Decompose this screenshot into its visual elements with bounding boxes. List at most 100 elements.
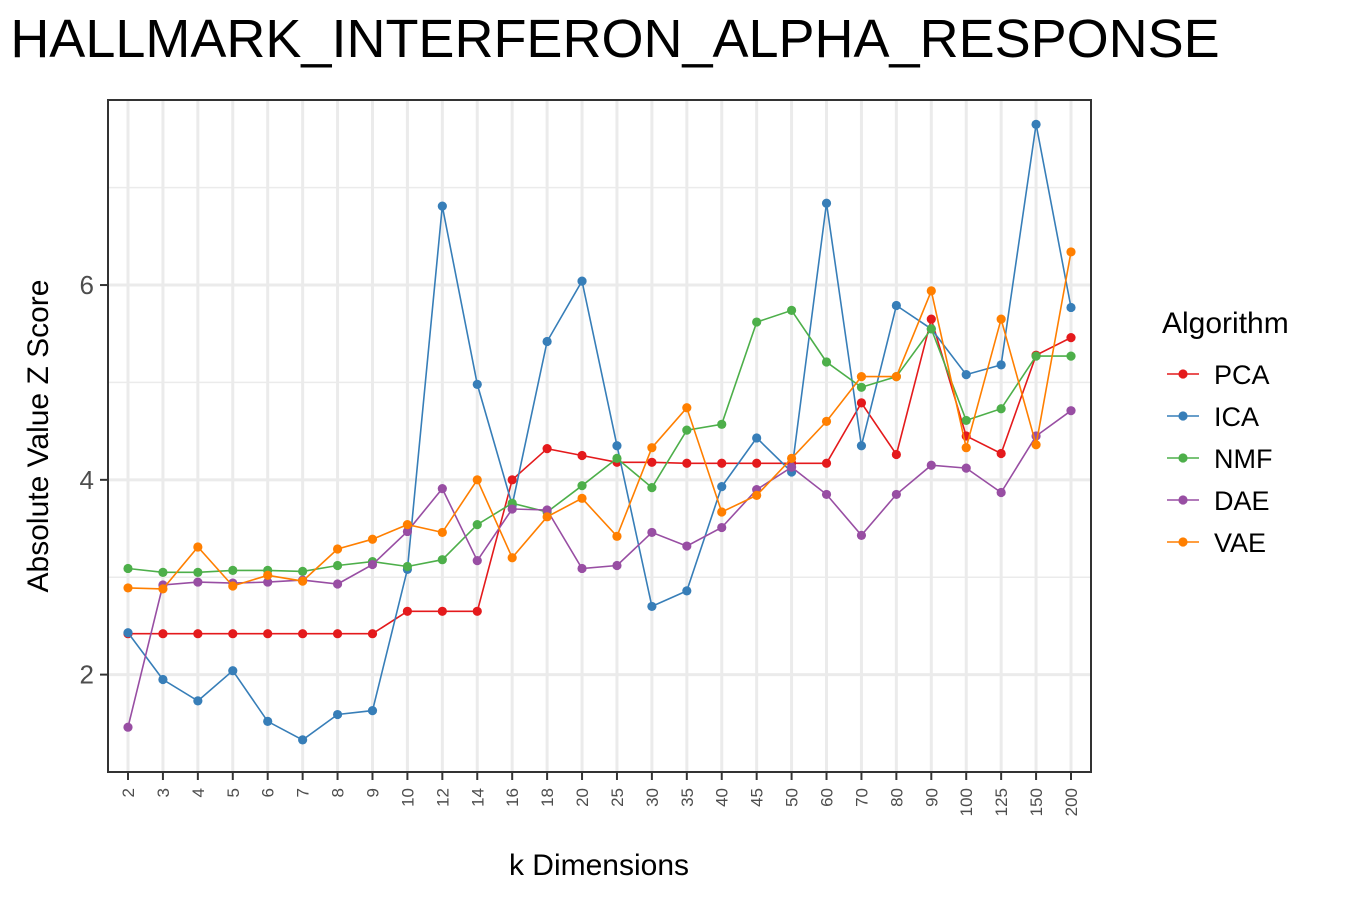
data-point-ica: [472, 379, 482, 389]
data-point-dae: [612, 560, 622, 571]
x-tick-label: 2: [119, 788, 138, 797]
data-point-ica: [612, 441, 622, 451]
x-tick-label: 10: [398, 788, 417, 807]
legend-label: DAE: [1214, 486, 1270, 516]
data-point-vae: [193, 542, 203, 552]
x-axis-title: k Dimensions: [509, 849, 689, 882]
legend-title: Algorithm: [1162, 307, 1289, 340]
data-point-nmf: [786, 305, 797, 315]
data-point-dae: [402, 526, 413, 537]
data-point-vae: [996, 314, 1006, 324]
data-point-ica: [437, 201, 447, 211]
x-tick-label: 70: [852, 788, 871, 807]
data-point-ica: [821, 198, 832, 208]
legend-label: NMF: [1214, 444, 1272, 474]
data-point-dae: [577, 563, 587, 574]
data-point-nmf: [332, 560, 343, 571]
x-tick-label: 9: [363, 788, 382, 797]
data-point-nmf: [926, 324, 936, 334]
grid-layer: [108, 100, 1091, 773]
legend-label: ICA: [1214, 402, 1259, 432]
series-vae: [123, 247, 1076, 594]
data-point-pca: [437, 606, 447, 616]
data-point-pca: [367, 629, 378, 639]
data-point-vae: [891, 371, 901, 382]
data-point-dae: [717, 522, 727, 533]
x-tick-label: 30: [643, 788, 662, 807]
data-point-ica: [577, 276, 587, 286]
data-point-vae: [332, 544, 343, 554]
x-tick-label: 16: [503, 788, 522, 807]
legend-key-point: [1178, 495, 1188, 505]
data-point-pca: [228, 629, 238, 639]
data-point-pca: [1066, 333, 1076, 343]
data-point-pca: [856, 398, 867, 408]
data-point-pca: [507, 475, 517, 485]
data-point-nmf: [752, 317, 762, 327]
data-point-dae: [682, 541, 692, 551]
data-point-pca: [717, 458, 727, 468]
data-point-vae: [402, 520, 413, 530]
data-point-pca: [263, 629, 273, 639]
series-line-nmf: [127, 309, 1071, 574]
data-point-dae: [507, 504, 517, 514]
data-point-dae: [193, 577, 203, 587]
data-point-nmf: [682, 425, 692, 435]
x-tick-label: 25: [608, 788, 627, 807]
data-point-ica: [856, 441, 867, 451]
data-point-ica: [228, 666, 238, 676]
data-point-ica: [298, 735, 308, 745]
series-line-pca: [128, 316, 1072, 635]
data-point-pca: [402, 606, 413, 616]
data-point-pca: [752, 458, 762, 468]
data-point-pca: [472, 606, 482, 616]
data-point-dae: [367, 559, 378, 570]
x-tick-label: 20: [573, 788, 592, 807]
x-tick-label: 100: [957, 788, 976, 816]
data-point-vae: [228, 581, 238, 591]
legend-item-dae: DAE: [1167, 486, 1270, 516]
y-tick-label: 4: [80, 465, 94, 495]
legend-label: VAE: [1214, 528, 1266, 558]
data-point-nmf: [402, 561, 413, 572]
data-point-ica: [961, 370, 971, 380]
data-point-pca: [193, 629, 203, 639]
data-point-ica: [158, 674, 168, 685]
legend-items: PCA ICA NMF DAE VAE: [1167, 360, 1272, 558]
data-point-dae: [332, 579, 343, 589]
chart-title: HALLMARK_INTERFERON_ALPHA_RESPONSE: [10, 9, 1220, 69]
x-tick-label: 50: [783, 788, 802, 807]
data-point-vae: [856, 371, 867, 382]
x-tick-label: 12: [433, 788, 452, 807]
data-point-dae: [961, 463, 971, 473]
y-tick-label: 6: [80, 270, 94, 300]
data-point-nmf: [228, 565, 238, 576]
data-point-vae: [298, 576, 308, 586]
legend-label: PCA: [1214, 360, 1270, 390]
data-point-dae: [926, 460, 936, 470]
legend-key-point: [1178, 369, 1188, 379]
data-point-nmf: [158, 567, 168, 577]
data-point-nmf: [1066, 351, 1076, 361]
data-point-vae: [367, 534, 378, 544]
data-point-pca: [647, 457, 657, 467]
data-point-ica: [996, 360, 1006, 370]
legend-item-nmf: NMF: [1167, 444, 1272, 474]
legend-key-point: [1178, 453, 1188, 463]
data-point-vae: [752, 490, 762, 501]
data-point-pca: [821, 458, 832, 468]
data-point-nmf: [298, 566, 308, 576]
data-point-pca: [298, 629, 308, 639]
x-tick-label: 35: [678, 788, 697, 807]
data-point-vae: [612, 531, 622, 541]
data-point-vae: [717, 507, 727, 517]
data-point-dae: [472, 556, 482, 566]
x-tick-label: 125: [992, 788, 1011, 816]
data-point-nmf: [821, 357, 832, 367]
data-point-nmf: [577, 481, 587, 491]
x-tick-label: 5: [224, 788, 243, 797]
data-point-pca: [577, 450, 587, 461]
x-tick-label: 200: [1062, 788, 1081, 816]
